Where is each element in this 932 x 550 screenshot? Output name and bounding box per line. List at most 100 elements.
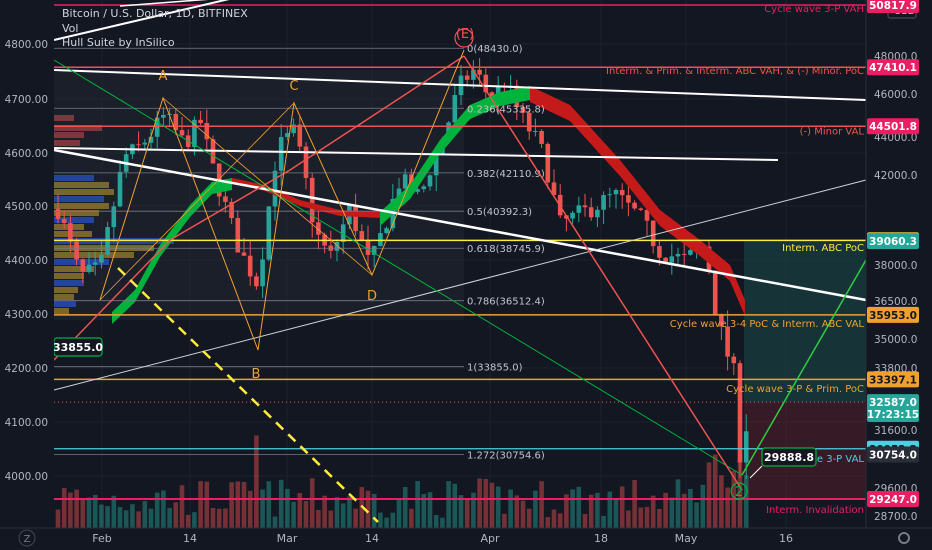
volume-bar	[650, 495, 656, 528]
candle-body	[384, 228, 389, 234]
volume-bar	[706, 462, 712, 528]
volume-bar	[235, 481, 241, 528]
volume-bar	[161, 490, 166, 528]
volume-profile-bar	[54, 308, 69, 314]
volume-profile-bar	[54, 287, 78, 293]
volume-bar	[743, 475, 749, 528]
candle-body	[675, 253, 681, 257]
candle-body	[607, 194, 613, 196]
candle-body	[68, 223, 73, 242]
candle-body	[254, 276, 259, 287]
fib-label: 0.618(38745.9)	[467, 244, 545, 255]
volume-bar	[285, 488, 290, 528]
candle-body	[576, 205, 582, 213]
volume-bar	[464, 498, 470, 528]
hull-suite-indicator-label[interactable]: Hull Suite by InSilico	[62, 36, 175, 49]
volume-bar	[545, 517, 551, 528]
volume-bar	[210, 508, 216, 528]
candle-body	[657, 246, 662, 258]
candle-body	[365, 240, 371, 255]
candle-body	[471, 69, 476, 80]
timezone-button[interactable]: Z	[24, 534, 31, 545]
price-tag: 17:23:15	[867, 406, 919, 422]
time-axis-tick: 16	[779, 532, 793, 545]
volume-bar	[192, 512, 197, 528]
candle-body	[663, 257, 668, 263]
time-axis-tick: 14	[183, 532, 197, 545]
candle-body	[266, 206, 272, 260]
volume-bar	[632, 480, 637, 528]
volume-bar	[477, 478, 482, 528]
candle-body	[545, 143, 551, 183]
time-axis-tick: Apr	[480, 532, 500, 545]
volume-profile-bar	[54, 182, 109, 188]
level-label: Interm. Invalidation	[766, 505, 864, 516]
volume-bar	[117, 507, 123, 528]
candle-body	[595, 209, 600, 218]
volume-profile-bar	[54, 189, 114, 195]
price-tag-bg	[867, 406, 919, 422]
candle-body	[396, 188, 402, 199]
volume-bar	[415, 480, 420, 528]
wave-label: B	[252, 367, 261, 382]
volume-bar	[254, 435, 259, 528]
candle-body	[464, 75, 470, 80]
volume-bar	[452, 483, 458, 528]
trendline	[53, 0, 230, 41]
volume-profile-bar	[54, 196, 104, 202]
volume-bar	[409, 508, 414, 528]
volume-profile-bar	[54, 266, 94, 272]
projection-line	[741, 259, 867, 476]
candle-body	[142, 142, 148, 145]
candle-body	[712, 270, 718, 315]
price-callout: 33855.0	[53, 337, 103, 357]
fib-zone	[54, 70, 464, 320]
price-tag: 29247.0	[867, 490, 919, 507]
candle-body	[161, 114, 166, 118]
price-tag: 44501.8	[867, 118, 919, 135]
callout-text: 29888.8	[764, 451, 814, 464]
price-tag-bg	[867, 490, 919, 507]
volume-bar	[347, 496, 352, 528]
volume-profile-bar	[54, 231, 92, 237]
callout-box	[761, 447, 817, 467]
volume-bar	[353, 508, 358, 528]
price-tag-text: 33397.1	[869, 374, 917, 386]
candle-body	[613, 189, 619, 195]
right-axis-tick: 38000.0	[874, 260, 917, 272]
candle-body	[92, 262, 98, 265]
candle-body	[539, 130, 544, 144]
volume-bar	[688, 488, 693, 528]
candle-body	[316, 222, 321, 235]
candle-body	[260, 259, 265, 287]
fib-label: 0(48430.0)	[467, 44, 523, 55]
wave-e-circle	[454, 28, 474, 48]
trendline	[119, 0, 209, 7]
symbol-title[interactable]: Bitcoin / U.S. Dollar, 1D, BITFINEX	[62, 7, 248, 20]
volume-indicator-label[interactable]: Vol	[62, 21, 79, 35]
candle-body	[681, 253, 687, 255]
volume-bar	[297, 493, 303, 528]
volume-bar	[322, 495, 327, 528]
wave-channel	[162, 97, 373, 276]
price-tag-text: 44501.8	[869, 121, 917, 133]
volume-bar	[68, 492, 73, 528]
left-axis-tick: 4500.00	[5, 201, 48, 213]
candle-body	[235, 218, 241, 253]
candle-body	[359, 231, 365, 241]
volume-bar	[309, 478, 315, 528]
candle-body	[452, 95, 458, 123]
right-axis: 48000.046000.044000.042000.038000.036500…	[865, 0, 932, 528]
candle-body	[731, 356, 737, 364]
fib-label: 1.272(30754.6)	[467, 451, 545, 462]
time-axis: Feb 14 Mar 14 Apr 18 May 16 Z	[0, 527, 932, 550]
trendline	[53, 179, 867, 391]
volume-bar	[725, 487, 730, 528]
wave-label: C	[289, 79, 298, 94]
candle-body	[669, 256, 675, 263]
wave-label: D	[367, 289, 377, 304]
volume-bar	[489, 482, 495, 528]
settings-gear-icon[interactable]	[898, 532, 910, 544]
price-tag-bg	[867, 371, 919, 388]
